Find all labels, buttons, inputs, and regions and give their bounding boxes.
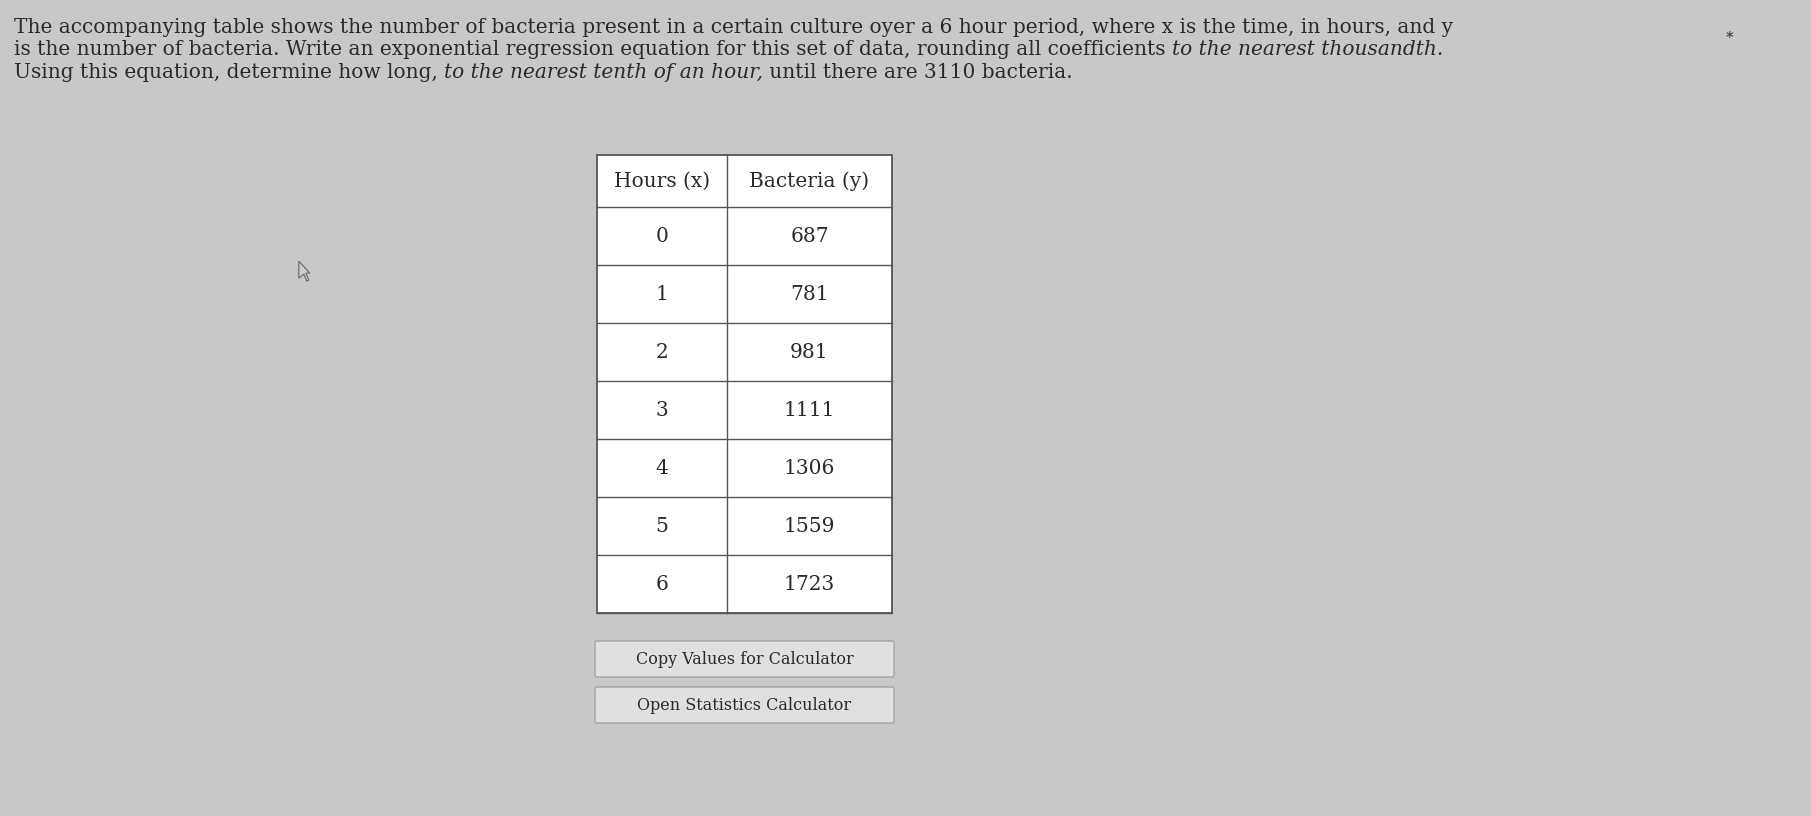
FancyBboxPatch shape (596, 641, 895, 677)
Text: until there are 3110 bacteria.: until there are 3110 bacteria. (762, 63, 1072, 82)
Text: The accompanying table shows the number of bacteria present in a certain culture: The accompanying table shows the number … (14, 18, 1452, 37)
Text: 0: 0 (656, 227, 668, 246)
Text: 1723: 1723 (784, 574, 835, 593)
Text: 4: 4 (656, 459, 668, 477)
FancyBboxPatch shape (596, 687, 895, 723)
Text: is the number of bacteria. Write an exponential regression equation for this set: is the number of bacteria. Write an expo… (14, 41, 1172, 60)
Text: *: * (1726, 31, 1733, 45)
Bar (598, 155, 893, 613)
Text: 1111: 1111 (784, 401, 835, 419)
Polygon shape (299, 261, 310, 282)
Text: 1306: 1306 (784, 459, 835, 477)
Text: 781: 781 (790, 285, 829, 304)
Text: 1: 1 (656, 285, 668, 304)
Text: 1559: 1559 (784, 517, 835, 535)
Text: Open Statistics Calculator: Open Statistics Calculator (637, 697, 851, 713)
Text: 3: 3 (656, 401, 668, 419)
Text: Copy Values for Calculator: Copy Values for Calculator (636, 650, 853, 667)
Text: Bacteria (y): Bacteria (y) (750, 171, 869, 191)
Text: 687: 687 (790, 227, 829, 246)
Text: 2: 2 (656, 343, 668, 361)
Text: to the nearest thousandth.: to the nearest thousandth. (1172, 41, 1443, 60)
Text: to the nearest tenth of an hour,: to the nearest tenth of an hour, (444, 63, 762, 82)
Text: 5: 5 (656, 517, 668, 535)
Text: 981: 981 (790, 343, 829, 361)
Bar (598, 155, 893, 613)
Text: 6: 6 (656, 574, 668, 593)
Text: Using this equation, determine how long,: Using this equation, determine how long, (14, 63, 444, 82)
Text: Hours (x): Hours (x) (614, 171, 710, 190)
